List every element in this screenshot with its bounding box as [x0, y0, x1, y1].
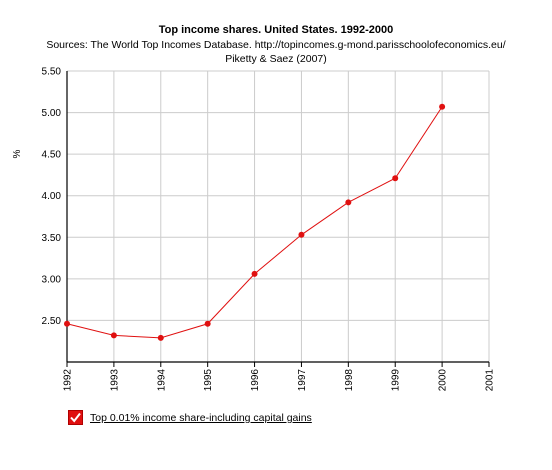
- y-axis-label: %: [12, 149, 23, 158]
- data-point: [204, 320, 211, 327]
- x-tick-label: 1996: [250, 369, 261, 392]
- x-tick-label: 1995: [203, 369, 214, 392]
- data-point: [345, 199, 352, 206]
- x-tick-label: 1999: [391, 369, 402, 392]
- x-tick-label: 2000: [438, 369, 449, 392]
- data-point: [251, 270, 258, 277]
- legend: Top 0.01% income share-including capital…: [68, 410, 312, 425]
- x-tick-label: 1993: [109, 369, 120, 392]
- x-tick-label: 1994: [156, 369, 167, 392]
- y-tick-label: 5.50: [42, 67, 62, 78]
- x-tick-label: 1992: [63, 369, 74, 392]
- y-tick-label: 3.00: [42, 274, 62, 285]
- subtitle-line-authors: Piketty & Saez (2007): [225, 53, 327, 65]
- chart-subtitle: Sources: The World Top Incomes Database.…: [20, 38, 532, 66]
- x-tick-label: 2001: [485, 369, 496, 392]
- data-point: [110, 332, 117, 339]
- checkbox-checked-icon[interactable]: [68, 410, 83, 425]
- legend-series-label[interactable]: Top 0.01% income share-including capital…: [90, 411, 312, 424]
- subtitle-line-sources: Sources: The World Top Incomes Database.…: [46, 39, 506, 51]
- y-tick-label: 4.50: [42, 150, 62, 161]
- y-tick-label: 4.00: [42, 191, 62, 202]
- data-point: [392, 175, 399, 182]
- y-tick-label: 3.50: [42, 233, 62, 244]
- y-tick-label: 5.00: [42, 108, 62, 119]
- x-tick-label: 1998: [344, 369, 355, 392]
- data-point: [298, 231, 305, 238]
- data-point: [157, 334, 164, 341]
- chart-title: Top income shares. United States. 1992-2…: [158, 24, 394, 36]
- data-point: [439, 103, 446, 110]
- data-point: [64, 320, 70, 327]
- y-tick-label: 2.50: [42, 316, 62, 327]
- x-tick-label: 1997: [297, 369, 308, 392]
